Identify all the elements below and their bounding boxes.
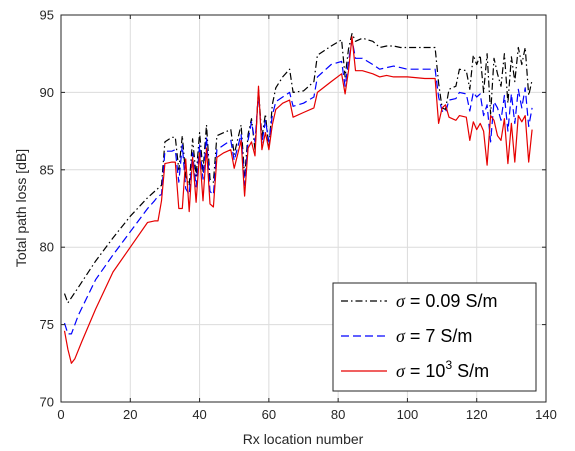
y-tick-label: 75 [40,317,54,332]
tick-group: 0 20 40 60 80 100 120 140 70 75 80 85 90 95 [40,8,557,423]
legend-unit: S/m [452,361,489,381]
y-tick-label: 90 [40,85,54,100]
legend-box [332,282,537,392]
legend-label-0: σ = 0.09 S/m [396,291,497,311]
y-axis-label: Total path loss [dB] [13,149,29,267]
x-tick-label: 40 [192,407,206,422]
series-line-2 [63,36,533,364]
y-tick-label: 80 [40,240,54,255]
legend-label-2: σ = 103 S/m [396,358,489,381]
x-axis-label: Rx location number [243,431,364,447]
y-tick-label: 70 [40,395,54,410]
legend-label-1: σ = 7 S/m [396,326,472,346]
x-tick-label: 80 [331,407,345,422]
legend: σ = 0.09 S/mσ = 7 S/mσ = 103 S/m [332,282,537,392]
x-tick-label: 120 [466,407,488,422]
x-tick-label: 100 [397,407,419,422]
series-group [63,33,533,364]
legend-superscript: 3 [445,358,452,372]
legend-sigma: σ [396,361,406,381]
x-tick-label: 20 [123,407,137,422]
legend-text: = 10 [405,361,446,381]
x-tick-label: 140 [535,407,557,422]
y-tick-label: 95 [40,8,54,23]
x-tick-label: 0 [57,407,64,422]
y-tick-label: 85 [40,162,54,177]
series-line-0 [63,33,533,304]
legend-text: = 7 S/m [405,326,473,346]
x-tick-label: 60 [262,407,276,422]
legend-sigma: σ [396,291,406,311]
plot-frame [60,14,547,403]
legend-sigma: σ [396,326,406,346]
legend-text: = 0.09 S/m [405,291,498,311]
series-line-1 [63,39,533,335]
